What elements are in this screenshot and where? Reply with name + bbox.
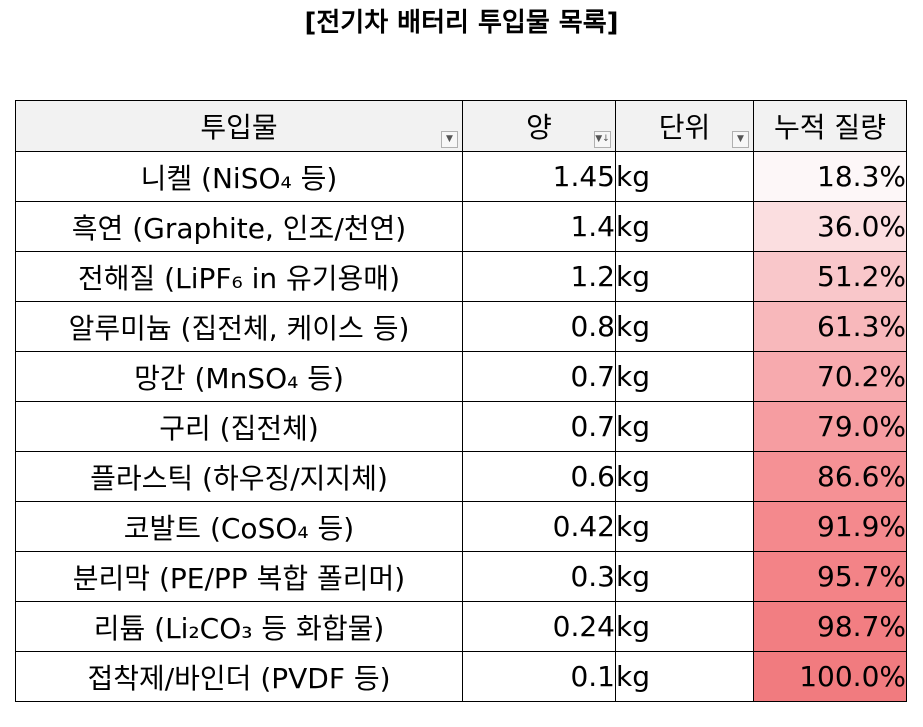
- unit-cell[interactable]: kg: [615, 551, 754, 602]
- material-cell[interactable]: 전해질 (LiPF₆ in 유기용매): [15, 251, 463, 302]
- material-cell[interactable]: 알루미늄 (집전체, 케이스 등): [15, 301, 463, 352]
- material-cell[interactable]: 분리막 (PE/PP 복합 폴리머): [15, 551, 463, 602]
- quantity-cell[interactable]: 1.4: [462, 201, 616, 252]
- table-row: 분리막 (PE/PP 복합 폴리머) 0.3 kg 95.7%: [15, 551, 907, 602]
- table-row: 흑연 (Graphite, 인조/천연) 1.4 kg 36.0%: [15, 201, 907, 252]
- column-header-unit[interactable]: 단위 ▼: [615, 100, 754, 152]
- filter-dropdown-icon[interactable]: ▼: [441, 131, 458, 148]
- material-cell[interactable]: 접착제/바인더 (PVDF 등): [15, 651, 463, 702]
- unit-cell[interactable]: kg: [615, 601, 754, 652]
- unit-cell[interactable]: kg: [615, 501, 754, 552]
- quantity-cell[interactable]: 0.1: [462, 651, 616, 702]
- cumulative-mass-cell[interactable]: 98.7%: [753, 601, 907, 652]
- table-row: 리튬 (Li₂CO₃ 등 화합물) 0.24 kg 98.7%: [15, 601, 907, 652]
- quantity-cell[interactable]: 0.7: [462, 401, 616, 452]
- cumulative-mass-cell[interactable]: 79.0%: [753, 401, 907, 452]
- unit-cell[interactable]: kg: [615, 301, 754, 352]
- column-header-label: 단위: [658, 111, 711, 144]
- cumulative-mass-cell[interactable]: 36.0%: [753, 201, 907, 252]
- table-row: 망간 (MnSO₄ 등) 0.7 kg 70.2%: [15, 351, 907, 402]
- unit-cell[interactable]: kg: [615, 201, 754, 252]
- material-cell[interactable]: 니켈 (NiSO₄ 등): [15, 151, 463, 202]
- quantity-cell[interactable]: 0.7: [462, 351, 616, 402]
- quantity-cell[interactable]: 0.42: [462, 501, 616, 552]
- column-header-cumulative[interactable]: 누적 질량: [753, 100, 907, 152]
- unit-cell[interactable]: kg: [615, 351, 754, 402]
- table-row: 플라스틱 (하우징/지지체) 0.6 kg 86.6%: [15, 451, 907, 502]
- unit-cell[interactable]: kg: [615, 151, 754, 202]
- unit-cell[interactable]: kg: [615, 651, 754, 702]
- cumulative-mass-cell[interactable]: 95.7%: [753, 551, 907, 602]
- cumulative-mass-cell[interactable]: 51.2%: [753, 251, 907, 302]
- column-header-label: 양: [526, 111, 552, 144]
- unit-cell[interactable]: kg: [615, 251, 754, 302]
- cumulative-mass-cell[interactable]: 61.3%: [753, 301, 907, 352]
- cumulative-mass-cell[interactable]: 86.6%: [753, 451, 907, 502]
- sort-descending-filter-icon[interactable]: ▼↓: [594, 131, 611, 148]
- column-header-quantity[interactable]: 양 ▼↓: [462, 100, 616, 152]
- unit-cell[interactable]: kg: [615, 401, 754, 452]
- cumulative-mass-cell[interactable]: 100.0%: [753, 651, 907, 702]
- unit-cell[interactable]: kg: [615, 451, 754, 502]
- material-cell[interactable]: 코발트 (CoSO₄ 등): [15, 501, 463, 552]
- quantity-cell[interactable]: 1.2: [462, 251, 616, 302]
- quantity-cell[interactable]: 1.45: [462, 151, 616, 202]
- table-row: 코발트 (CoSO₄ 등) 0.42 kg 91.9%: [15, 501, 907, 552]
- quantity-cell[interactable]: 0.3: [462, 551, 616, 602]
- column-header-label: 투입물: [200, 111, 278, 144]
- quantity-cell[interactable]: 0.6: [462, 451, 616, 502]
- table-row: 구리 (집전체) 0.7 kg 79.0%: [15, 401, 907, 452]
- material-cell[interactable]: 흑연 (Graphite, 인조/천연): [15, 201, 463, 252]
- table-row: 전해질 (LiPF₆ in 유기용매) 1.2 kg 51.2%: [15, 251, 907, 302]
- quantity-cell[interactable]: 0.24: [462, 601, 616, 652]
- filter-dropdown-icon[interactable]: ▼: [732, 131, 749, 148]
- column-header-label: 누적 질량: [774, 111, 886, 144]
- sheet-title: [전기차 배터리 투입물 목록]: [304, 8, 619, 38]
- material-cell[interactable]: 망간 (MnSO₄ 등): [15, 351, 463, 402]
- material-cell[interactable]: 구리 (집전체): [15, 401, 463, 452]
- material-cell[interactable]: 리튬 (Li₂CO₃ 등 화합물): [15, 601, 463, 652]
- cumulative-mass-cell[interactable]: 91.9%: [753, 501, 907, 552]
- table-row: 알루미늄 (집전체, 케이스 등) 0.8 kg 61.3%: [15, 301, 907, 352]
- material-cell[interactable]: 플라스틱 (하우징/지지체): [15, 451, 463, 502]
- cumulative-mass-cell[interactable]: 70.2%: [753, 351, 907, 402]
- materials-table: 투입물 ▼ 양 ▼↓ 단위 ▼ 누적 질량 니켈 (NiSO₄ 등) 1.45 kg…: [15, 100, 907, 702]
- column-header-material[interactable]: 투입물 ▼: [15, 100, 463, 152]
- cumulative-mass-cell[interactable]: 18.3%: [753, 151, 907, 202]
- header-row: 투입물 ▼ 양 ▼↓ 단위 ▼ 누적 질량: [15, 100, 907, 152]
- table-row: 니켈 (NiSO₄ 등) 1.45 kg 18.3%: [15, 151, 907, 202]
- quantity-cell[interactable]: 0.8: [462, 301, 616, 352]
- table-row: 접착제/바인더 (PVDF 등) 0.1 kg 100.0%: [15, 651, 907, 702]
